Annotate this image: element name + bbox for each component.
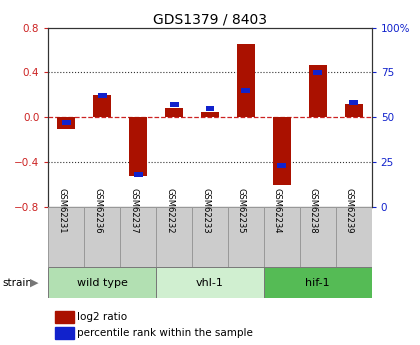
Bar [156, 207, 192, 267]
Text: GSM62234: GSM62234 [273, 188, 282, 234]
Text: hif-1: hif-1 [305, 278, 330, 288]
Bar [170, 102, 178, 107]
Bar [98, 93, 107, 98]
Bar [55, 310, 74, 323]
Bar [336, 207, 372, 267]
Bar [277, 163, 286, 168]
Bar [241, 88, 250, 93]
Bar [62, 120, 71, 125]
Bar [313, 70, 322, 75]
Bar [349, 100, 358, 106]
Text: wild type: wild type [77, 278, 128, 288]
Bar [273, 117, 291, 185]
Text: strain: strain [2, 278, 32, 288]
Bar [264, 207, 300, 267]
Bar [129, 117, 147, 176]
Text: vhl-1: vhl-1 [196, 278, 224, 288]
Bar [48, 267, 156, 298]
Bar [309, 65, 327, 117]
Text: GSM62237: GSM62237 [129, 188, 138, 234]
Bar [55, 327, 74, 339]
Text: GSM62233: GSM62233 [201, 188, 210, 234]
Bar [228, 207, 264, 267]
Text: GSM62236: GSM62236 [93, 188, 102, 234]
Text: GSM62232: GSM62232 [165, 188, 174, 234]
Text: GSM62235: GSM62235 [237, 188, 246, 234]
Bar [134, 172, 143, 177]
Bar [300, 207, 336, 267]
Bar [48, 207, 84, 267]
Bar [192, 207, 228, 267]
Bar [165, 108, 183, 117]
Text: GSM62231: GSM62231 [57, 188, 66, 234]
Text: log2 ratio: log2 ratio [77, 312, 128, 322]
Bar [201, 112, 219, 117]
Text: percentile rank within the sample: percentile rank within the sample [77, 328, 253, 338]
Bar [205, 106, 215, 111]
Text: GSM62239: GSM62239 [345, 188, 354, 234]
Bar [93, 95, 111, 117]
Bar [237, 45, 255, 117]
Bar [120, 207, 156, 267]
Bar [345, 104, 363, 117]
Text: GSM62238: GSM62238 [309, 188, 318, 234]
Bar [84, 207, 120, 267]
Text: GDS1379 / 8403: GDS1379 / 8403 [153, 12, 267, 26]
Bar [156, 267, 264, 298]
Text: ▶: ▶ [30, 278, 39, 288]
Bar [57, 117, 75, 128]
Bar [264, 267, 372, 298]
